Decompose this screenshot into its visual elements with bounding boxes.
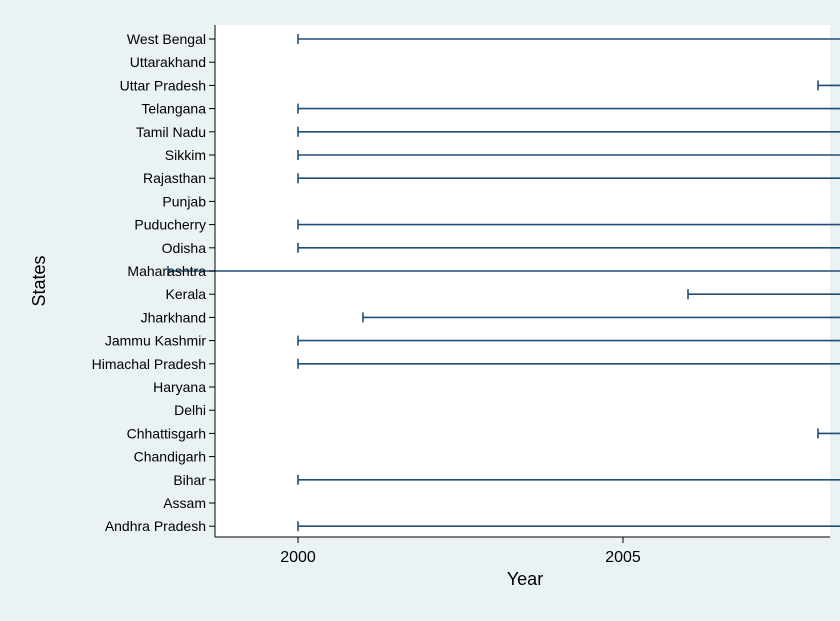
category-label: Chandigarh (134, 449, 206, 465)
x-axis: 2000200520102015 (215, 536, 830, 566)
category-label: Himachal Pradesh (92, 356, 206, 372)
range-bar (297, 103, 840, 114)
category-label: Rajasthan (143, 170, 206, 186)
range-bar (297, 474, 840, 485)
category-label: Maharashtra (127, 263, 206, 279)
range-bar (297, 219, 840, 230)
range-bar (297, 34, 840, 44)
plot-area (215, 25, 830, 537)
range-bar (297, 521, 840, 532)
category-label: Uttarakhand (130, 54, 206, 70)
category-label: Andhra Pradesh (105, 518, 206, 534)
category-label: West Bengal (127, 31, 206, 47)
range-bar (297, 335, 840, 346)
x-tick-label: 2000 (280, 549, 316, 566)
category-label: Kerala (166, 286, 207, 302)
category-label: Sikkim (165, 147, 206, 163)
category-label: Puducherry (134, 217, 206, 233)
category-label: Odisha (162, 240, 207, 256)
range-bar (817, 80, 840, 91)
range-bar (297, 126, 840, 137)
bars-layer (167, 34, 840, 532)
range-bar (297, 358, 840, 369)
category-label: Haryana (153, 379, 206, 395)
y-axis-title: States (29, 255, 49, 306)
range-bar (687, 289, 840, 300)
range-bar (167, 266, 840, 276)
category-label: Uttar Pradesh (120, 77, 206, 93)
x-axis-title: Year (507, 569, 543, 589)
range-bar (297, 173, 840, 184)
category-label: Jammu Kashmir (105, 333, 206, 349)
category-label: Tamil Nadu (136, 124, 206, 140)
x-tick-label: 2005 (605, 549, 641, 566)
category-label: Assam (163, 495, 206, 511)
category-label: Bihar (173, 472, 206, 488)
range-bar (297, 242, 840, 253)
category-axis: West Bengal Uttarakhand Uttar Pradesh Telan… (92, 25, 216, 537)
category-label: Jharkhand (141, 309, 206, 325)
range-bar (817, 428, 840, 439)
category-label: Punjab (162, 193, 206, 209)
category-label: Chhattisgarh (127, 425, 206, 441)
category-label: Delhi (174, 402, 206, 418)
category-label: Telangana (141, 101, 206, 117)
range-bar (362, 312, 840, 323)
range-bar (297, 150, 840, 160)
